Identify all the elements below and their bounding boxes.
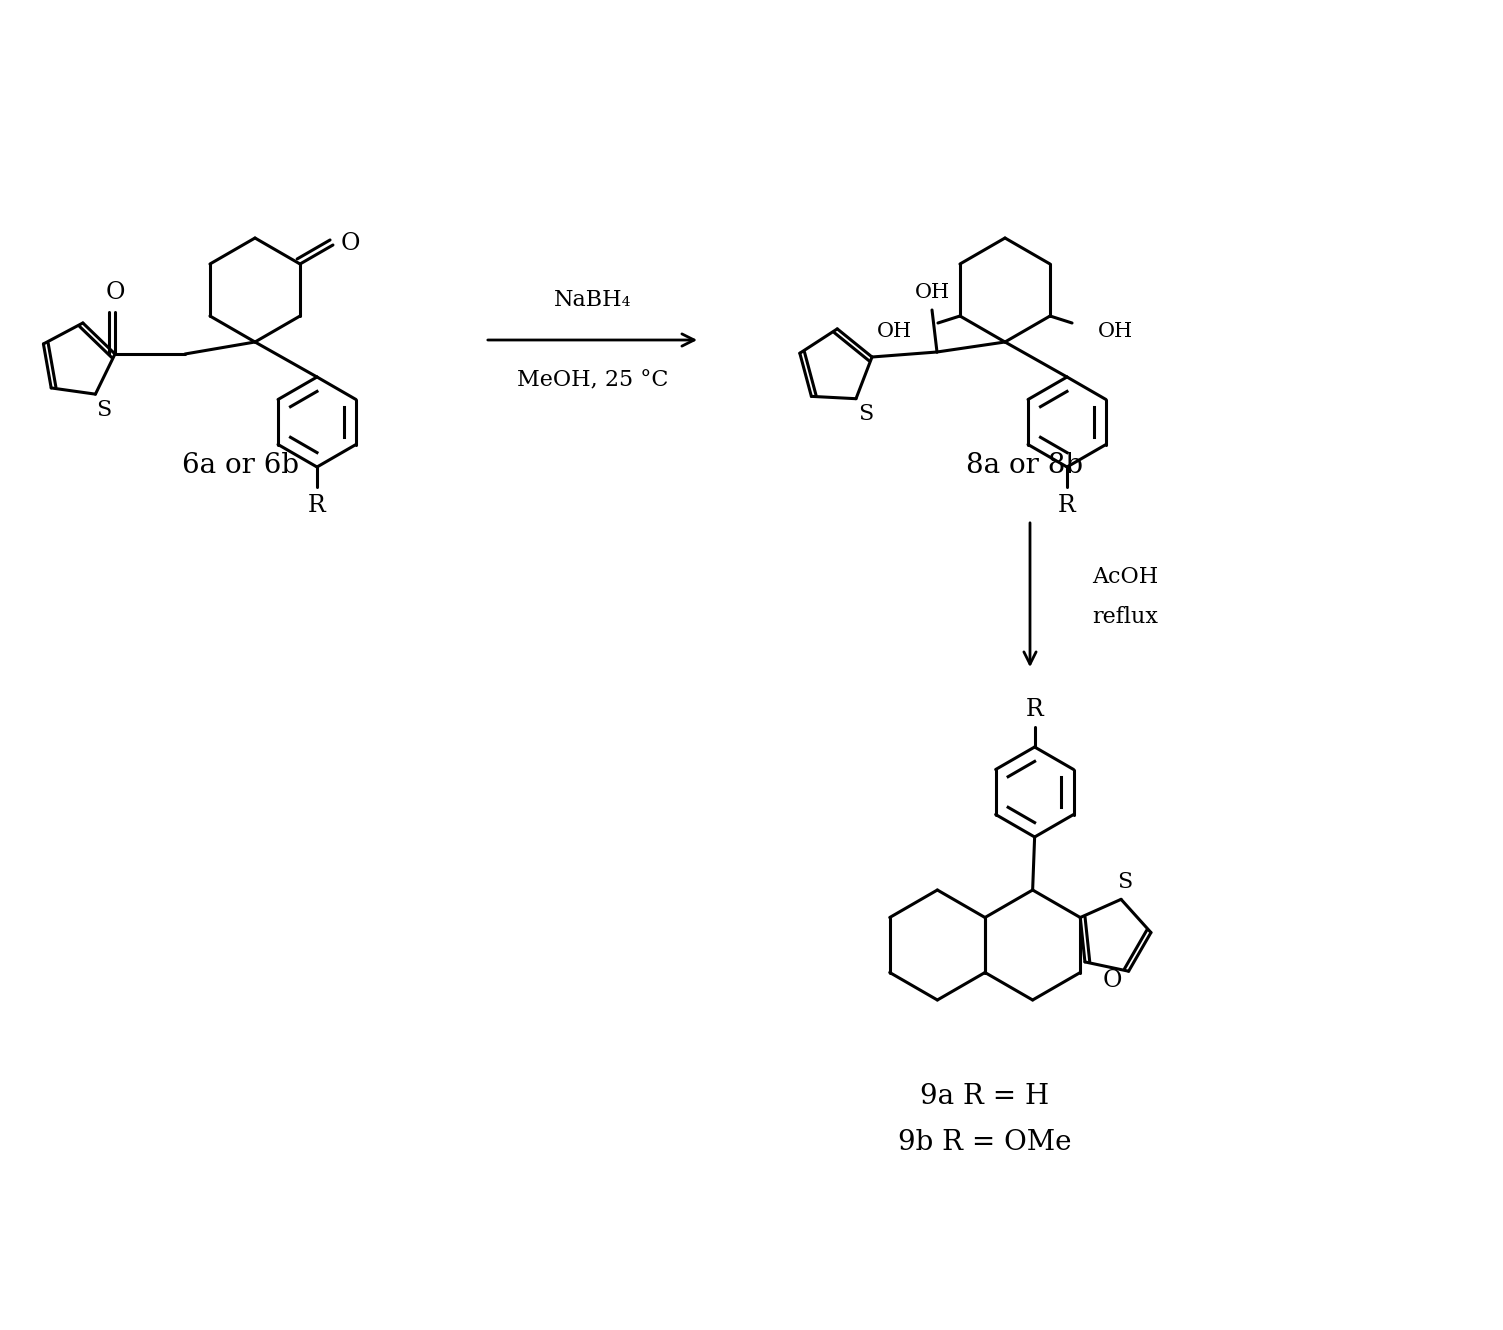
Text: 9a R = H: 9a R = H: [920, 1084, 1049, 1111]
Text: O: O: [1102, 970, 1121, 992]
Text: O: O: [105, 281, 125, 303]
Text: OH: OH: [1099, 322, 1133, 340]
Text: OH: OH: [914, 282, 950, 302]
Text: 6a or 6b: 6a or 6b: [182, 451, 299, 479]
Text: AcOH: AcOH: [1093, 567, 1159, 588]
Text: S: S: [858, 403, 873, 424]
Text: NaBH₄: NaBH₄: [553, 289, 631, 311]
Text: S: S: [96, 399, 111, 422]
Text: R: R: [1058, 493, 1076, 516]
Text: reflux: reflux: [1093, 606, 1157, 628]
Text: S: S: [1117, 871, 1132, 892]
Text: 8a or 8b: 8a or 8b: [966, 451, 1084, 479]
Text: R: R: [1025, 697, 1043, 721]
Text: 9b R = OMe: 9b R = OMe: [899, 1129, 1072, 1157]
Text: MeOH, 25 °C: MeOH, 25 °C: [517, 368, 669, 391]
Text: O: O: [340, 231, 359, 254]
Text: R: R: [308, 493, 326, 516]
Text: OH: OH: [876, 322, 912, 340]
